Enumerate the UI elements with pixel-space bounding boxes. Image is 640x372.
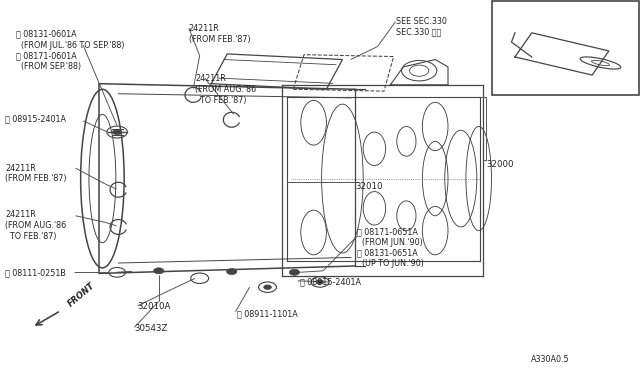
Text: FRONT: FRONT — [66, 281, 96, 309]
Text: 30543Z: 30543Z — [134, 324, 168, 333]
Circle shape — [289, 269, 300, 275]
Text: 24211R
(FROM AUG.'86
  TO FEB.'87): 24211R (FROM AUG.'86 TO FEB.'87) — [5, 210, 67, 241]
Text: Ⓡ 08915-2401A: Ⓡ 08915-2401A — [5, 115, 66, 124]
Circle shape — [227, 269, 237, 275]
Text: 24211R
(FROM FEB.'87): 24211R (FROM FEB.'87) — [189, 24, 250, 44]
Text: 24211R
(FROM AUG.'86
  TO FEB.'87): 24211R (FROM AUG.'86 TO FEB.'87) — [195, 74, 257, 105]
Text: Ⓑ 08131-0601A
  (FROM JUL.'86 TO SEP.'88)
Ⓑ 08171-0601A
  (FROM SEP.'88): Ⓑ 08131-0601A (FROM JUL.'86 TO SEP.'88) … — [16, 30, 125, 71]
Circle shape — [316, 280, 324, 284]
Text: Ⓝ 08911-1101A: Ⓝ 08911-1101A — [237, 310, 298, 318]
Text: C2118: C2118 — [534, 19, 563, 28]
Text: 24211R
(FROM FEB.'87): 24211R (FROM FEB.'87) — [5, 164, 67, 183]
Text: Ⓝ 08915-2401A: Ⓝ 08915-2401A — [300, 277, 360, 286]
Bar — [492, 1, 639, 95]
Circle shape — [113, 129, 122, 135]
Text: 32010: 32010 — [355, 182, 383, 191]
Circle shape — [264, 285, 271, 289]
Text: Ⓑ 08171-0651A
  (FROM JUN.'90)
Ⓑ 08131-0651A
  (UP TO JUN.'90): Ⓑ 08171-0651A (FROM JUN.'90) Ⓑ 08131-065… — [357, 227, 424, 268]
Text: Ⓑ 08111-0251B: Ⓑ 08111-0251B — [5, 269, 66, 278]
Text: 32000: 32000 — [486, 160, 514, 169]
Circle shape — [154, 268, 164, 274]
Text: SEE SEC.330
SEC.330 参照: SEE SEC.330 SEC.330 参照 — [396, 17, 446, 36]
Text: A330A0.5: A330A0.5 — [531, 355, 570, 364]
Text: 32010A: 32010A — [138, 302, 171, 311]
